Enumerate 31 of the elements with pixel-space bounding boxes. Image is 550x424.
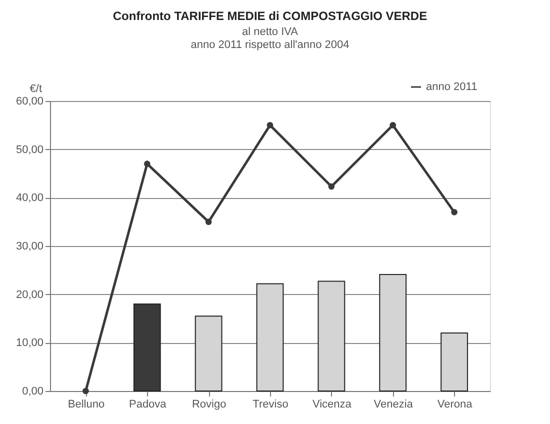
legend-label: anno 2011	[426, 81, 478, 93]
x-tick-label: Belluno	[68, 398, 105, 410]
x-tick-label: Padova	[128, 398, 168, 410]
point	[144, 160, 150, 167]
point	[82, 388, 89, 394]
point	[266, 122, 274, 128]
x-tick-label: Treviso	[252, 398, 288, 410]
x-tick-label: Rovigo	[192, 398, 226, 410]
bar	[440, 332, 468, 392]
bar	[256, 283, 284, 392]
bar	[318, 280, 346, 392]
bar	[379, 274, 407, 392]
chart-subtitle: al netto IVA anno 2011 rispetto all'anno 2004	[190, 26, 350, 51]
bar	[194, 316, 222, 392]
point	[451, 209, 458, 216]
y-tick-label: 30,00	[16, 240, 44, 252]
y-tick-label: 50,00	[16, 144, 44, 156]
point	[328, 183, 335, 190]
x-tick-label: Vicenza	[312, 398, 352, 410]
y-tick-label: 60,00	[16, 96, 44, 108]
bar	[133, 304, 161, 392]
y-tick-label: 40,00	[16, 192, 44, 204]
point	[390, 122, 396, 128]
y-tick-label: 10,00	[16, 337, 44, 350]
y-tick-label: 0,00	[22, 386, 44, 398]
x-tick-label: Venezia	[374, 398, 414, 410]
point	[205, 218, 212, 225]
chart-title: Confronto TARIFFE MEDIE di COMPOSTAGGIO VERDE	[112, 9, 428, 23]
y-tick-label: 20,00	[16, 288, 44, 301]
y-axis-title: €/t	[30, 83, 42, 95]
x-tick-label: Verona	[437, 398, 474, 410]
